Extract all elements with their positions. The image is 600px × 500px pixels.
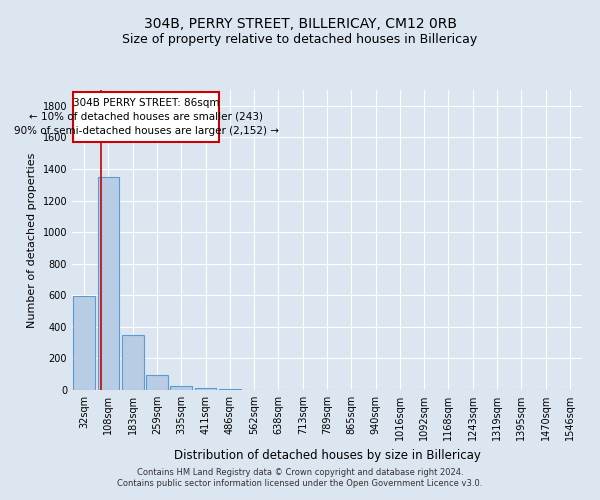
Bar (219, 388, 241, 390)
Text: Size of property relative to detached houses in Billericay: Size of property relative to detached ho… (122, 32, 478, 46)
Text: Contains HM Land Registry data © Crown copyright and database right 2024.
Contai: Contains HM Land Registry data © Crown c… (118, 468, 482, 487)
X-axis label: Distribution of detached houses by size in Billericay: Distribution of detached houses by size … (173, 448, 481, 462)
Text: 304B PERRY STREET: 86sqm
← 10% of detached houses are smaller (243)
90% of semi-: 304B PERRY STREET: 86sqm ← 10% of detach… (14, 98, 278, 136)
Bar (170, 386, 192, 390)
Y-axis label: Number of detached properties: Number of detached properties (27, 152, 37, 328)
Bar (73, 296, 95, 390)
Text: 304B, PERRY STREET, BILLERICAY, CM12 0RB: 304B, PERRY STREET, BILLERICAY, CM12 0RB (143, 18, 457, 32)
Bar (146, 375, 168, 390)
Bar (97, 176, 119, 390)
Bar (194, 388, 217, 390)
Bar (122, 334, 143, 390)
FancyBboxPatch shape (73, 92, 219, 142)
